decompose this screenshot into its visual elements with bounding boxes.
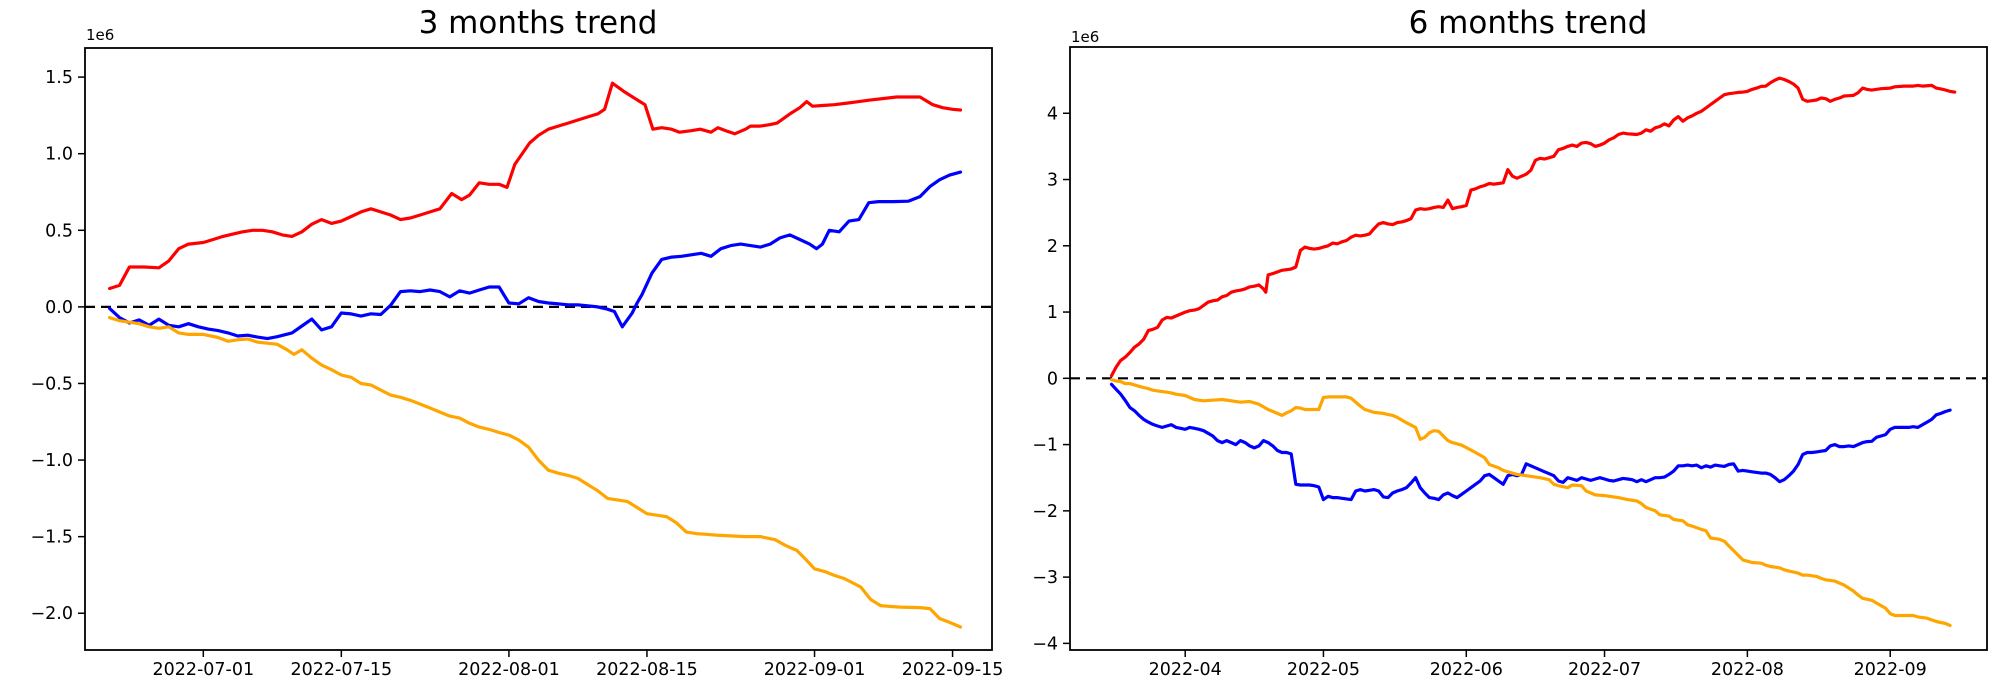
y-tick-label: −2.0 [31, 604, 74, 624]
y-axis-offset-label-right: 1e6 [1071, 28, 1099, 46]
x-tick-label: 2022-08-01 [458, 660, 560, 680]
x-tick-label: 2022-07-01 [152, 660, 254, 680]
x-tick-label: 2022-07 [1568, 660, 1641, 680]
y-tick-label: −0.5 [31, 374, 74, 394]
chart-title-6-months: 6 months trend [1409, 5, 1648, 41]
y-tick-label: 1.5 [45, 68, 73, 88]
y-tick-label: 0.5 [45, 221, 73, 241]
x-tick-label: 2022-04 [1149, 660, 1222, 680]
x-tick-label: 2022-07-15 [290, 660, 392, 680]
x-tick-label: 2022-06 [1430, 660, 1503, 680]
y-tick-label: 1.0 [45, 145, 73, 165]
y-tick-label: −1.0 [31, 451, 74, 471]
y-tick-label: 4 [1047, 104, 1058, 124]
red-line [1109, 76, 1957, 378]
six-months-plot: 2022-04 2022-05 2022-06 2022-07 2022-08 2022-… [1032, 46, 1988, 680]
y-tick-label: 1 [1047, 303, 1058, 323]
axes-frame [84, 47, 993, 651]
blue-line [107, 170, 963, 341]
y-tick-label: −1.5 [31, 528, 74, 548]
y-tick-label: 3 [1047, 171, 1058, 191]
x-tick-label: 2022-09 [1854, 660, 1927, 680]
y-tick-label: 0.0 [45, 298, 73, 318]
orange-line [107, 316, 963, 629]
x-tick-label: 2022-05 [1287, 660, 1360, 680]
x-tick-label: 2022-09-15 [902, 660, 1004, 680]
blue-line [1109, 382, 1952, 502]
y-tick-label: −2 [1032, 502, 1058, 522]
y-tick-label: −1 [1032, 436, 1058, 456]
y-tick-label: −4 [1032, 634, 1058, 654]
y-tick-label: 2 [1047, 237, 1058, 257]
orange-line [1109, 378, 1952, 628]
y-tick-label: −3 [1032, 568, 1058, 588]
red-line [107, 81, 963, 291]
chart-title-3-months: 3 months trend [419, 5, 658, 41]
three-months-plot: 2022-07-01 2022-07-15 2022-08-01 2022-08-15… [31, 47, 1004, 680]
x-tick-label: 2022-08 [1711, 660, 1784, 680]
y-axis-offset-label-left: 1e6 [86, 26, 114, 44]
axes-frame [1069, 46, 1988, 651]
x-tick-label: 2022-08-15 [596, 660, 698, 680]
x-tick-label: 2022-09-01 [764, 660, 866, 680]
y-tick-label: 0 [1047, 369, 1058, 389]
